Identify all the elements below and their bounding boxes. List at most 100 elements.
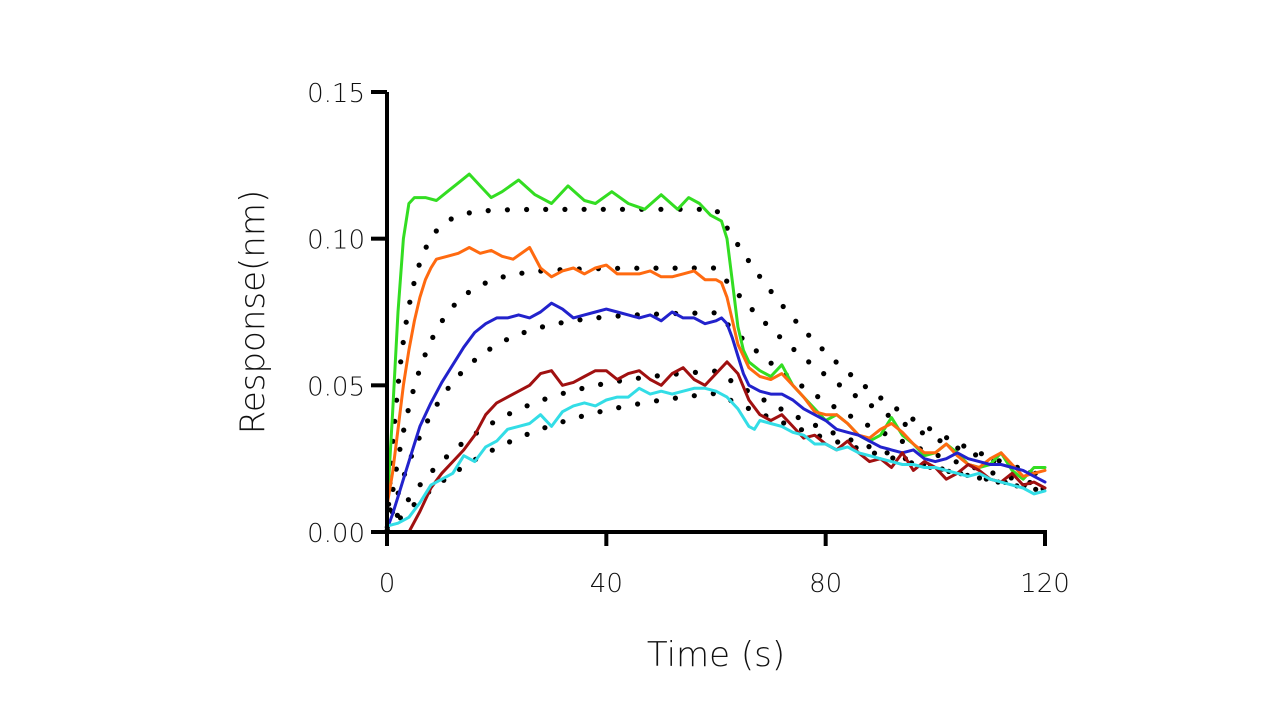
y-tick-label: 0.00 [307,519,365,549]
fit-dot [500,274,506,280]
fit-dot [458,441,464,447]
fit-dot [768,288,774,295]
fit-dot [439,317,445,324]
fit-dot [430,334,436,340]
fit-dot [635,375,642,381]
fit-dot [978,451,985,457]
fit-dot [691,265,697,271]
fit-dot [433,228,439,234]
fit-dot [465,289,471,296]
fit-dot [504,207,510,213]
fit-dot [521,329,527,336]
fit-dot [619,206,626,212]
fit-dot [653,398,660,404]
fit-dot [635,401,641,407]
fit-dot [878,395,884,401]
fit-dot [777,334,783,340]
fit-dot [835,439,841,445]
series-line-cyan [385,386,1047,528]
fit-dot [885,412,891,418]
fit-dot [560,390,566,396]
fit-dot [757,273,763,279]
fit-curve-fit-5 [384,391,1046,535]
fit-dot [600,206,606,212]
fit-dot [615,265,621,271]
fit-dot [868,403,875,409]
fit-dot [654,373,660,379]
fit-dot [899,438,906,444]
fit-dot [672,395,679,401]
fit-dot [862,384,869,390]
fit-dot [724,278,730,284]
fit-dot [793,318,799,324]
fit-dot [616,405,622,411]
fit-curve-fit-2 [384,265,1033,533]
y-tick-label: 0.05 [307,372,365,402]
fit-dot [417,482,423,488]
axes-layer [385,92,1047,534]
fit-dot [503,337,510,343]
fit-dot [524,206,530,213]
fit-dot [944,435,950,441]
fit-dot [448,216,454,222]
fit-dot [466,210,472,216]
series-line-dark-red [407,360,1047,534]
x-tick-label: 80 [809,569,842,599]
series-line-blue [385,301,1047,531]
fit-dot [397,446,403,452]
fit-dot [443,454,450,460]
fit-dot [953,459,959,465]
fit-dot [524,403,530,409]
fit-dot [395,378,402,384]
fit-dot [815,394,821,400]
fit-dot [485,208,491,214]
fit-dot [806,359,812,365]
fit-dot [821,371,827,377]
fit-dot [401,427,407,433]
fit-dot [819,346,825,352]
fit-dot [735,241,741,248]
fit-dot [711,310,717,316]
fit-dot [487,346,493,352]
fit-dot [714,209,721,215]
fit-dot [866,444,872,450]
fit-dot [490,420,496,426]
fit-dot [519,270,525,276]
fit-dot [865,422,871,428]
x-tick-label: 120 [1020,569,1070,599]
fit-dot [795,414,801,421]
fit-dot [410,388,416,395]
fit-dot [558,320,564,326]
fit-dot [692,369,699,375]
fit-dot [753,348,759,354]
fit-dot [890,455,896,461]
fit-dot [894,406,900,412]
fit-dot [456,466,462,472]
y-tick-label: 0.15 [307,79,365,109]
fit-dot [710,265,717,271]
fit-dot [482,280,488,286]
fit-curve-fit-1 [384,206,1038,530]
fit-dot [579,385,585,392]
fit-dot [745,405,752,411]
fit-dot [489,447,495,453]
fit-dot [398,359,404,365]
fit-dot [390,486,396,492]
fit-dot [919,430,926,436]
fit-dot [615,313,621,319]
fit-dot [471,357,478,363]
fit-dot [848,372,854,378]
fit-dot [961,443,967,449]
fit-dot [578,413,585,419]
fit-dot [451,302,457,308]
fit-dot [806,332,812,338]
x-ticks: 0 40 80 120 [379,532,1070,599]
fit-dot [696,206,702,212]
fit-dot [397,515,403,521]
fit-dot [724,225,730,231]
y-tick-label: 0.10 [307,226,365,256]
fit-dot [562,206,568,212]
fit-dot [848,413,854,419]
fit-dot [852,393,858,399]
